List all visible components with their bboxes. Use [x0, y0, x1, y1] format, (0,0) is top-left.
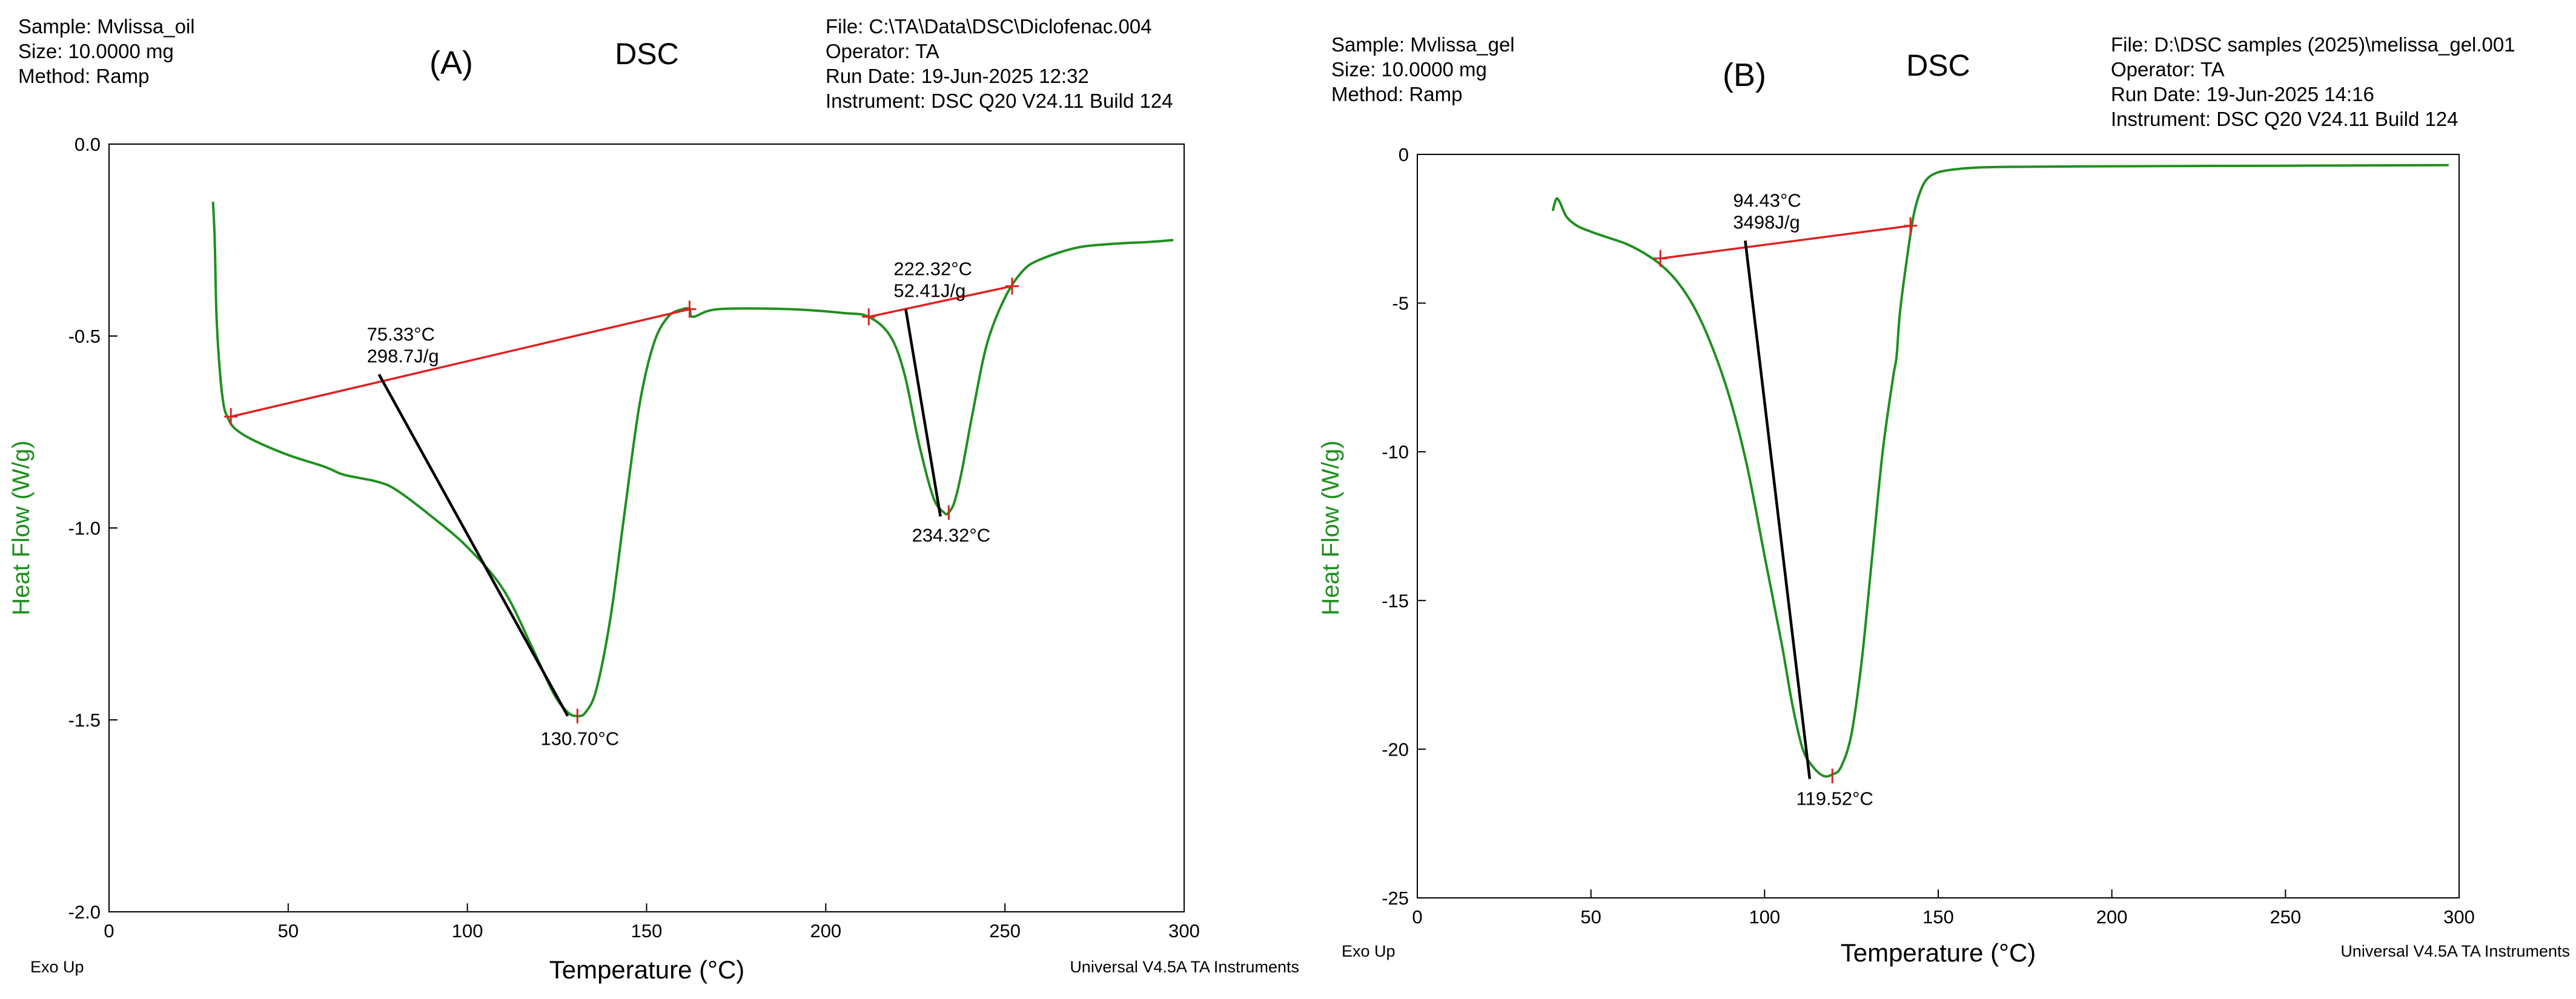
panel-a-run-date: Run Date: 19-Jun-2025 12:32 — [826, 65, 1089, 87]
panel-b-sample: Sample: Mvlissa_gel — [1331, 33, 1515, 56]
panel-b-size: Size: 10.0000 mg — [1331, 58, 1487, 81]
panel-a-exo-up: Exo Up — [30, 958, 84, 976]
panel-b-y-tick-label: -25 — [1382, 888, 1409, 909]
panel-a-y-tick-label: -1.5 — [68, 710, 101, 731]
panel-a-x-tick-label: 100 — [452, 920, 483, 941]
panel-a-y-axis-label: Heat Flow (W/g) — [8, 441, 35, 616]
panel-a-instrument: Instrument: DSC Q20 V24.11 Build 124 — [826, 90, 1173, 112]
panel-a-enthalpy-label: 52.41J/g — [893, 280, 965, 302]
panel-b-y-tick-label: -15 — [1382, 590, 1409, 612]
panel-a-onset-temperature-label: 75.33°C — [367, 323, 435, 345]
panel-b-curve-group — [1551, 163, 2449, 778]
panel-b-y-tick-label: 0 — [1399, 144, 1409, 165]
panel-b-onset-construction-line — [1744, 240, 1812, 779]
panel-a-y-ticks: 0.0 -0.5 -1.0 -1.5 -2.0 — [68, 134, 118, 923]
panel-a-x-tick-label: 0 — [104, 920, 114, 941]
panel-a-y-tick-label: 0.0 — [74, 134, 101, 155]
panel-b-y-tick-label: -5 — [1392, 293, 1409, 314]
panel-a-integration-baseline — [230, 308, 690, 418]
panel-a-file: File: C:\TA\Data\DSC\Diclofenac.004 — [826, 15, 1152, 38]
panel-b-y-ticks: 0 -5 -10 -15 -20 -25 — [1382, 144, 1426, 909]
panel-b-peak-temperature-label: 119.52°C — [1796, 788, 1873, 809]
panel-b-y-tick-label: -10 — [1382, 441, 1409, 463]
panel-a-peak-temperature-label: 234.32°C — [912, 525, 991, 546]
panel-b-label: (B) — [1723, 57, 1766, 93]
panel-a-peak-temperature-label: 130.70°C — [541, 728, 620, 750]
panel-a-y-tick-label: -2.0 — [68, 902, 101, 923]
panel-b-file: File: D:\DSC samples (2025)\melissa_gel.… — [2111, 33, 2515, 56]
panel-b-x-axis-label: Temperature (°C) — [1841, 938, 2036, 967]
panel-b: Sample: Mvlissa_gel Size: 10.0000 mg Met… — [1317, 33, 2570, 967]
panel-b-x-tick-label: 300 — [2443, 906, 2475, 928]
panel-b-heat-flow-curve — [1551, 163, 2449, 778]
panel-b-x-ticks: 0 50 100 150 200 250 300 — [1412, 889, 2475, 928]
panel-a-integration-baseline — [868, 285, 1013, 318]
panel-b-x-tick-label: 50 — [1580, 906, 1601, 928]
panel-a-heat-flow-curve — [211, 202, 1174, 717]
panel-a-curve-group — [211, 202, 1174, 717]
panel-a-sample: Sample: Mvlissa_oil — [18, 15, 195, 38]
panel-a-x-ticks: 0 50 100 150 200 250 300 — [104, 903, 1200, 941]
panel-a-size: Size: 10.0000 mg — [18, 40, 174, 62]
panel-b-x-tick-label: 150 — [1922, 906, 1954, 928]
panel-b-method: Method: Ramp — [1331, 83, 1462, 105]
panel-b-x-tick-label: 100 — [1749, 906, 1780, 928]
panel-b-exo-up: Exo Up — [1342, 942, 1396, 960]
panel-a: Sample: Mvlissa_oil Size: 10.0000 mg Met… — [8, 15, 1299, 984]
panel-a-onset-temperature-label: 222.32°C — [893, 259, 972, 280]
panel-a-y-tick-label: -0.5 — [68, 326, 101, 347]
panel-a-method: Method: Ramp — [18, 65, 149, 87]
panel-b-title: DSC — [1906, 48, 1970, 82]
panel-a-onset-construction-line — [377, 374, 569, 717]
panel-a-x-tick-label: 250 — [989, 920, 1021, 941]
panel-b-y-tick-label: -20 — [1382, 739, 1409, 760]
panel-a-label: (A) — [429, 45, 473, 81]
panel-a-operator: Operator: TA — [826, 40, 939, 62]
panel-b-run-date: Run Date: 19-Jun-2025 14:16 — [2111, 83, 2374, 105]
panel-b-footer-software: Universal V4.5A TA Instruments — [2340, 942, 2570, 960]
panel-b-x-tick-label: 0 — [1412, 906, 1422, 928]
panel-b-operator: Operator: TA — [2111, 58, 2225, 81]
panel-a-x-tick-label: 50 — [278, 920, 299, 941]
panel-a-footer-software: Universal V4.5A TA Instruments — [1070, 958, 1299, 976]
panel-b-onset-temperature-label: 94.43°C — [1733, 190, 1801, 211]
panel-b-instrument: Instrument: DSC Q20 V24.11 Build 124 — [2111, 108, 2458, 130]
panel-a-x-tick-label: 200 — [810, 920, 841, 941]
panel-a-enthalpy-label: 298.7J/g — [367, 345, 439, 366]
panel-a-x-axis-label: Temperature (°C) — [549, 955, 745, 984]
panel-a-y-tick-label: -1.0 — [68, 518, 101, 539]
panel-b-integration-baseline — [1660, 225, 1911, 260]
panel-b-x-tick-label: 200 — [2096, 906, 2128, 928]
panel-a-onset-construction-line — [904, 309, 942, 517]
panel-a-x-tick-label: 300 — [1168, 920, 1200, 941]
panel-b-analysis-marks — [1654, 217, 1918, 779]
panel-b-y-axis-label: Heat Flow (W/g) — [1317, 441, 1344, 616]
panel-a-analysis-marks — [224, 277, 1019, 717]
panel-a-x-tick-label: 150 — [631, 920, 663, 941]
panel-b-enthalpy-label: 3498J/g — [1733, 211, 1800, 232]
panel-b-x-tick-label: 250 — [2270, 906, 2301, 928]
panel-a-title: DSC — [615, 37, 679, 71]
